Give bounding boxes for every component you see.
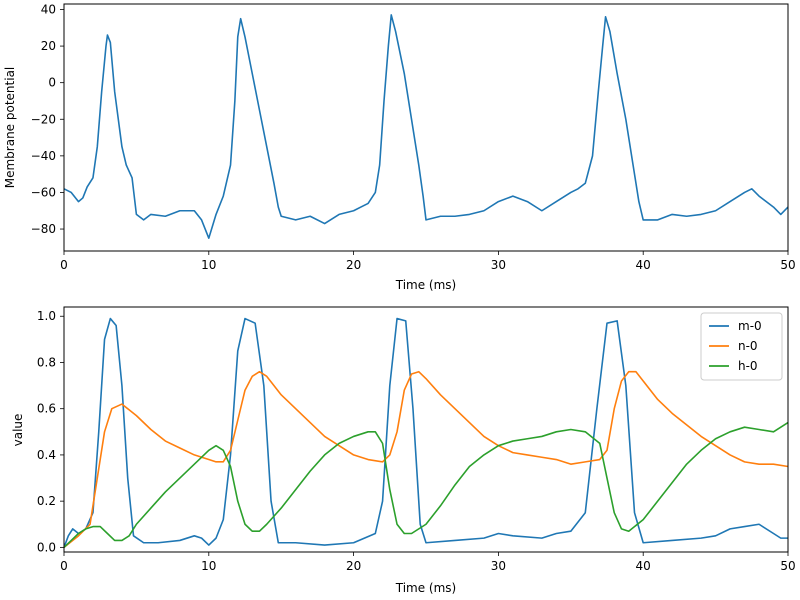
membrane-potential-plot: 0 10 20 30 40 50 −80 −60 −40 −20 0 20 40 Time (ms) M…	[3, 2, 796, 292]
plot-frame	[63, 306, 789, 553]
y-axis-label: Membrane potential	[3, 67, 17, 189]
x-axis-label: Time (ms)	[395, 278, 457, 292]
series-line-h-0	[63, 421, 789, 548]
x-axis-label: Time (ms)	[395, 581, 457, 595]
y-tick-label: 0.4	[37, 448, 56, 462]
y-tick-label: 20	[41, 39, 56, 53]
y-tick-label: 0.8	[37, 355, 56, 369]
legend-label-n-0: n-0	[738, 339, 758, 353]
y-tick-label: 0.0	[37, 540, 56, 554]
legend-label-m-0: m-0	[738, 319, 762, 333]
plot-frame	[63, 3, 789, 252]
series-line-n-0	[63, 370, 789, 549]
x-tick-label: 50	[780, 258, 795, 272]
series-layer	[63, 14, 789, 239]
x-tick-label: 10	[201, 258, 216, 272]
y-tick-label: −60	[31, 185, 56, 199]
y-tick-label: 0	[48, 76, 56, 90]
legend: m-0 n-0 h-0	[700, 312, 783, 381]
y-tick-label: −80	[31, 222, 56, 236]
y-tick-label: −20	[31, 112, 56, 126]
x-tick-label: 20	[346, 258, 361, 272]
gating-variables-plot: 0 10 20 30 40 500.00.20.40.60.81.0 Time (ms) …	[11, 306, 796, 595]
x-tick-label: 30	[491, 258, 506, 272]
series-line-membrane-potential	[63, 14, 789, 239]
legend-label-h-0: h-0	[738, 359, 758, 373]
x-tick-label: 30	[491, 559, 506, 573]
x-tick-label: 40	[636, 559, 651, 573]
y-tick-label: 0.2	[37, 494, 56, 508]
x-tick-label: 50	[780, 559, 795, 573]
legend-box	[700, 312, 783, 381]
y-tick-label: −40	[31, 149, 56, 163]
y-tick-label: 40	[41, 2, 56, 16]
y-tick-label: 0.6	[37, 402, 56, 416]
ticks-layer: 0 10 20 30 40 50 −80 −60 −40 −20 0 20 40	[31, 2, 796, 272]
series-line-m-0	[63, 317, 788, 548]
ticks-layer: 0 10 20 30 40 50 0.0 0.2 0.4 0.6 0.8 1.0	[37, 309, 796, 573]
x-tick-label: 0	[60, 258, 68, 272]
y-axis-label: value	[11, 414, 25, 447]
x-tick-label: 40	[636, 258, 651, 272]
x-tick-label: 20	[346, 559, 361, 573]
x-tick-label: 10	[201, 559, 216, 573]
series-layer	[63, 317, 789, 549]
y-tick-label: 1.0	[37, 309, 56, 323]
x-tick-label: 0	[60, 559, 68, 573]
